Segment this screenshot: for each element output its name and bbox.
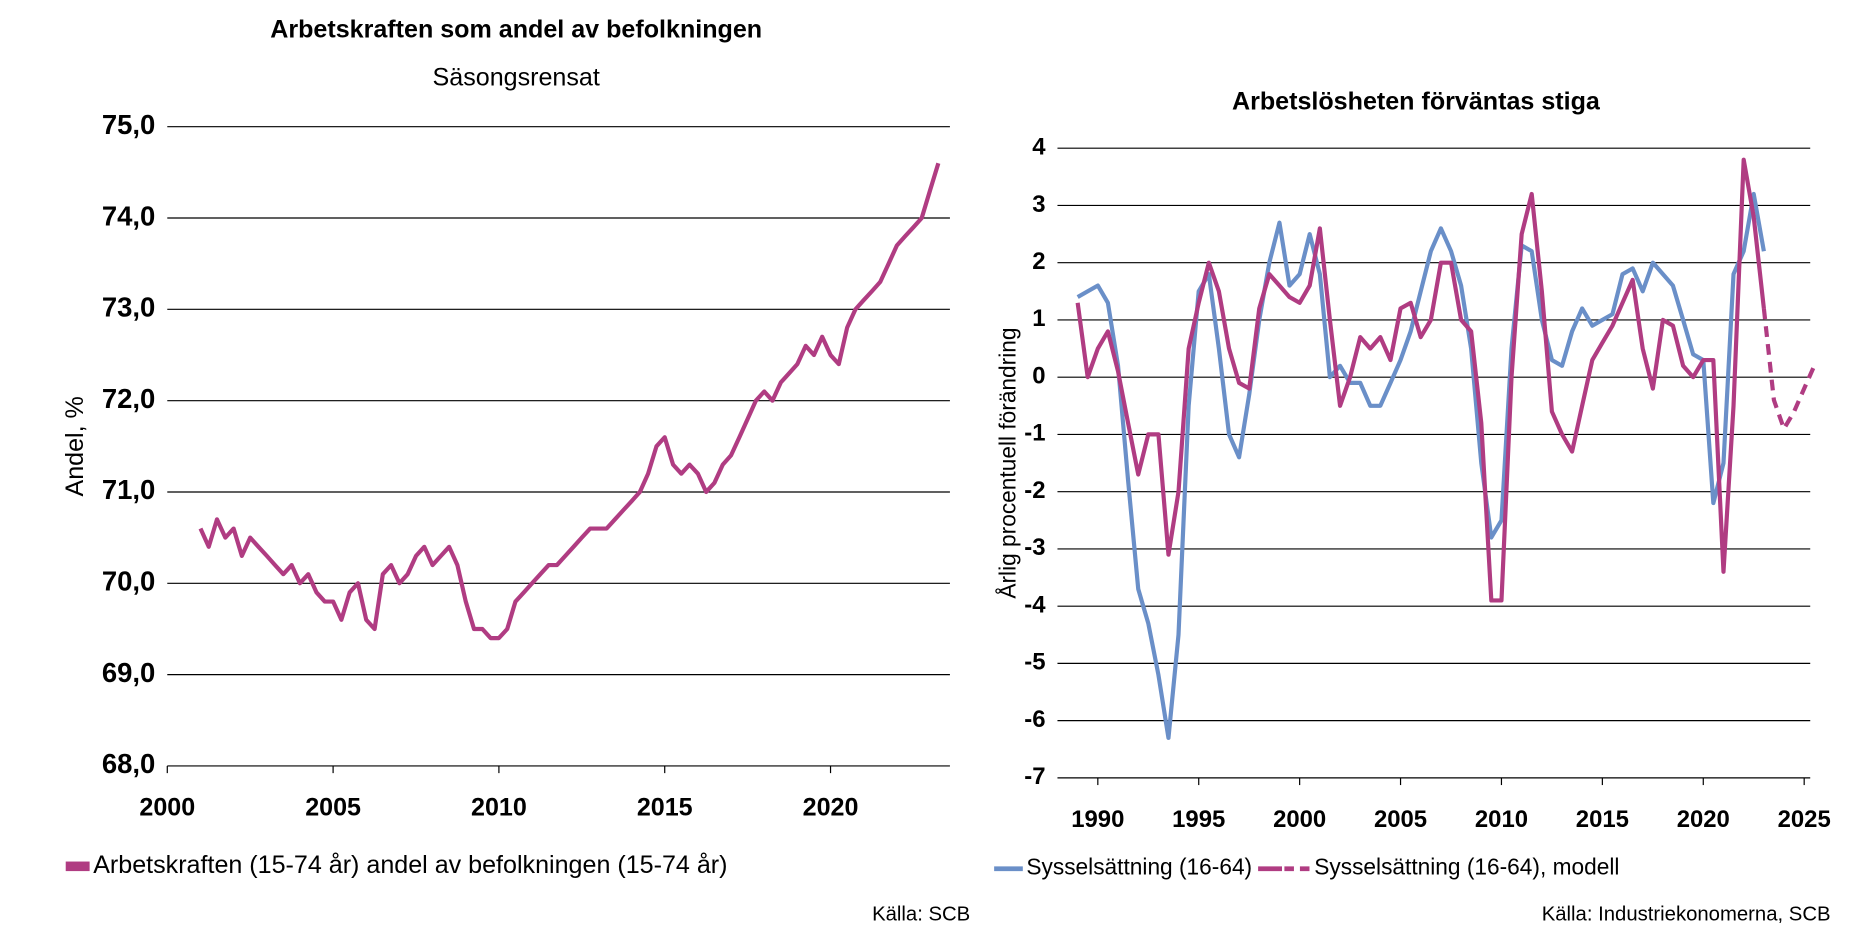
y-tick-label: 70,0 [102,566,155,597]
x-tick-label: 2005 [1374,806,1427,833]
x-tick-label: 2015 [637,794,693,822]
y-tick-label: -3 [1024,534,1045,561]
source: Källa: Industriekonomerna, SCB [1542,904,1831,926]
y-tick-label: 3 [1032,191,1045,218]
chart-title: Arbetskraften som andel av befolkningen [270,16,762,44]
x-tick-label: 2000 [1273,806,1326,833]
x-tick-label: 2020 [1677,806,1730,833]
legend-label: Arbetskraften (15-74 år) andel av befolk… [93,851,727,879]
y-axis-label: Andel, % [61,396,89,496]
y-axis-label: Årlig procentuell förändring [995,327,1021,598]
x-tick-label: 1995 [1172,806,1225,833]
legend-label: Sysselsättning (16-64), modell [1314,854,1619,880]
y-tick-label: -4 [1024,591,1046,618]
y-tick-label: 71,0 [102,474,155,505]
x-tick-label: 1990 [1071,806,1124,833]
y-tick-label: 68,0 [102,748,155,779]
data-line [1761,308,1817,431]
source: Källa: SCB [872,904,970,926]
y-tick-label: -1 [1024,420,1045,447]
x-tick-label: 2010 [1475,806,1528,833]
x-tick-label: 2005 [305,794,361,822]
y-tick-label: 0 [1032,362,1045,389]
y-tick-label: 74,0 [102,200,155,231]
data-line [198,162,941,641]
data-line [1076,191,1766,740]
y-tick-label: 2 [1032,248,1045,275]
legend-swatch [65,861,90,872]
y-tick-label: -7 [1024,763,1045,790]
y-tick-label: 72,0 [102,383,155,414]
chart-subtitle: Säsongsrensat [433,64,600,92]
x-tick-label: 2000 [139,794,195,822]
x-tick-label: 2020 [803,794,859,822]
y-tick-label: 75,0 [102,109,155,140]
y-tick-label: 69,0 [102,657,155,688]
y-tick-label: 1 [1032,305,1045,332]
y-tick-label: -5 [1024,649,1045,676]
y-tick-label: 4 [1032,134,1046,161]
x-tick-label: 2025 [1778,806,1831,833]
y-tick-label: -6 [1024,706,1045,733]
x-tick-label: 2010 [471,794,527,822]
legend-label: Sysselsättning (16-64) [1026,854,1252,880]
y-tick-label: -2 [1024,477,1045,504]
chart-title: Arbetslösheten förväntas stiga [1232,87,1601,115]
data-line [1075,157,1766,603]
y-tick-label: 73,0 [102,292,155,323]
x-tick-label: 2015 [1576,806,1629,833]
